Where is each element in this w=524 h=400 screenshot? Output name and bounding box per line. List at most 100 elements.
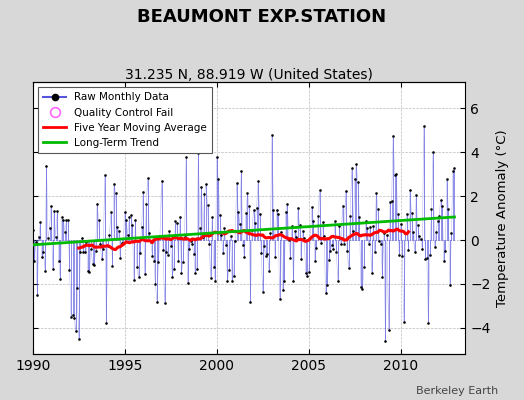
Point <box>94 216 103 223</box>
Point <box>230 272 238 279</box>
Point <box>397 221 405 227</box>
Point <box>369 223 377 230</box>
Point <box>113 224 121 230</box>
Point <box>70 314 78 321</box>
Point <box>341 188 350 194</box>
Legend: Raw Monthly Data, Quality Control Fail, Five Year Moving Average, Long-Term Tren: Raw Monthly Data, Quality Control Fail, … <box>38 87 212 153</box>
Point <box>170 265 178 272</box>
Point <box>317 240 325 246</box>
Point <box>127 212 135 218</box>
Point <box>173 220 181 226</box>
Point <box>163 252 172 258</box>
Point <box>254 178 263 184</box>
Point <box>438 203 446 209</box>
Point <box>159 247 167 253</box>
Point <box>358 286 367 292</box>
Point <box>245 202 253 209</box>
Point <box>308 204 316 210</box>
Point <box>125 214 134 220</box>
Point <box>242 210 250 216</box>
Point <box>199 234 207 240</box>
Point <box>243 190 252 196</box>
Point <box>249 207 258 213</box>
Point <box>444 206 453 212</box>
Point <box>278 287 287 294</box>
Point <box>378 274 387 280</box>
Point <box>234 208 243 215</box>
Point <box>206 274 215 281</box>
Point <box>304 268 313 275</box>
Point <box>430 244 439 250</box>
Point <box>116 255 124 261</box>
Point <box>283 200 291 207</box>
Point <box>136 250 144 256</box>
Point <box>417 236 425 242</box>
Point <box>197 184 205 190</box>
Point <box>415 233 423 240</box>
Point <box>380 230 388 236</box>
Point <box>274 210 282 217</box>
Point <box>337 240 345 247</box>
Point <box>441 248 450 255</box>
Point <box>33 292 41 298</box>
Point <box>349 228 357 234</box>
Point <box>421 256 430 262</box>
Point <box>409 229 417 235</box>
Point <box>102 320 111 327</box>
Point <box>121 209 129 215</box>
Point <box>268 132 276 138</box>
Point <box>272 207 281 214</box>
Point <box>433 218 442 224</box>
Point <box>154 259 162 265</box>
Point <box>354 179 362 185</box>
Point <box>217 232 225 238</box>
Point <box>223 278 232 285</box>
Point <box>403 211 411 217</box>
Point <box>46 225 54 231</box>
Point <box>319 219 327 226</box>
Point <box>231 238 239 244</box>
Point <box>277 228 286 235</box>
Point <box>85 268 94 275</box>
Point <box>321 290 330 297</box>
Point <box>107 209 115 215</box>
Point <box>195 225 204 232</box>
Point <box>152 298 161 305</box>
Point <box>387 198 396 204</box>
Point <box>246 298 255 305</box>
Point <box>36 219 45 226</box>
Point <box>64 217 72 223</box>
Point <box>352 161 361 168</box>
Point <box>180 234 189 240</box>
Point <box>357 284 365 290</box>
Point <box>329 246 337 252</box>
Point <box>381 338 390 344</box>
Point <box>131 216 139 223</box>
Point <box>355 214 364 220</box>
Point <box>334 278 342 284</box>
Point <box>233 180 241 187</box>
Point <box>406 187 414 194</box>
Point <box>257 250 266 256</box>
Point <box>332 249 341 256</box>
Point <box>370 249 379 255</box>
Point <box>335 223 344 229</box>
Point <box>150 257 158 264</box>
Point <box>324 257 333 263</box>
Point <box>299 227 307 234</box>
Point <box>42 162 51 169</box>
Point <box>427 206 435 212</box>
Point <box>47 203 56 209</box>
Point <box>84 268 92 275</box>
Point <box>360 264 368 270</box>
Point <box>71 328 80 334</box>
Point <box>374 206 382 212</box>
Point <box>236 221 244 228</box>
Point <box>389 132 397 139</box>
Point <box>292 234 301 240</box>
Point <box>248 226 256 233</box>
Point <box>285 237 293 243</box>
Point <box>177 270 185 276</box>
Point <box>122 217 130 223</box>
Point <box>256 210 264 217</box>
